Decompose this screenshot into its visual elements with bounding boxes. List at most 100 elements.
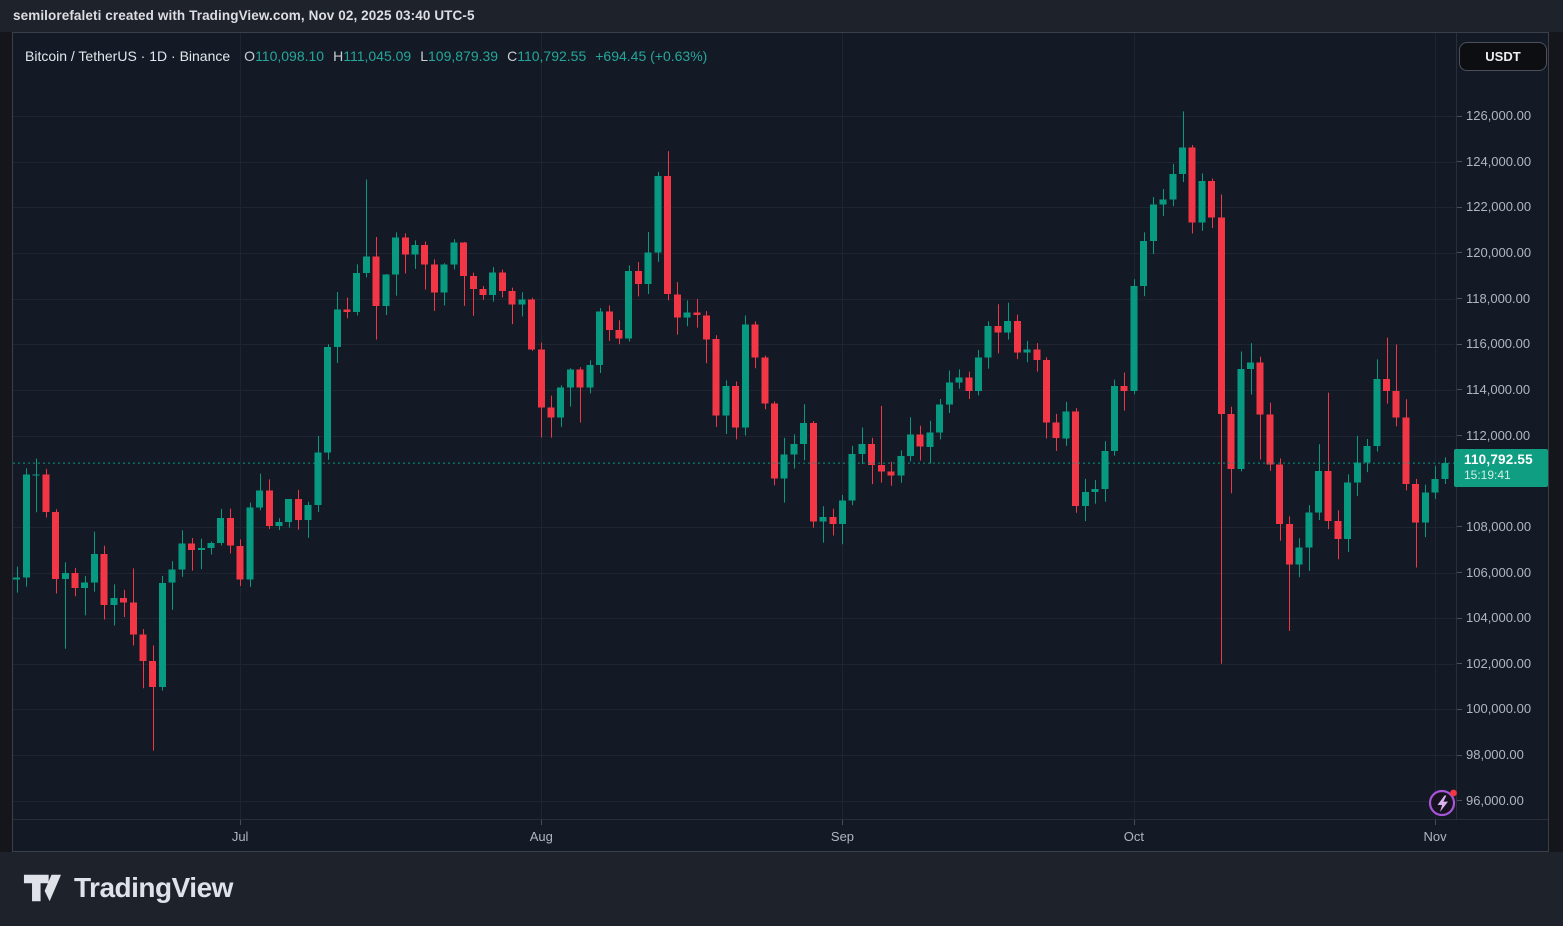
candle [557, 385, 565, 427]
price-axis-label: 126,000.00 [1466, 108, 1532, 123]
price-axis-label: 114,000.00 [1466, 381, 1531, 397]
price-axis-tick [1457, 298, 1462, 300]
currency-toggle-button[interactable]: USDT [1459, 42, 1547, 71]
candle [907, 417, 914, 462]
price-axis-tick [1457, 252, 1462, 254]
candle [1421, 484, 1429, 538]
price-axis-label: 106,000.00 [1466, 564, 1532, 580]
price-axis-tick [1457, 754, 1462, 756]
time-axis-tick [1133, 820, 1135, 825]
candle [537, 342, 545, 438]
lightning-button[interactable] [1427, 786, 1459, 818]
candle [1072, 408, 1080, 513]
candle [1023, 340, 1031, 363]
candle [751, 321, 759, 369]
candle [188, 538, 196, 571]
candle [508, 287, 516, 325]
candle [1412, 478, 1420, 568]
price-axis-tick [1457, 572, 1462, 573]
candle [1373, 359, 1381, 452]
candle [1237, 351, 1245, 472]
candle [829, 508, 837, 536]
candle [1081, 478, 1089, 522]
candle [401, 233, 409, 274]
candle [1266, 402, 1274, 471]
candle [304, 501, 312, 538]
candle [1062, 401, 1070, 446]
candle [217, 508, 225, 546]
candle [333, 291, 341, 363]
price-axis-label: 116,000.00 [1466, 336, 1531, 352]
candle [673, 282, 681, 335]
close-label: C [507, 48, 518, 64]
candle [683, 300, 691, 327]
tradingview-logo[interactable]: TradingView [22, 869, 233, 907]
candle [732, 381, 740, 440]
candle [605, 305, 613, 341]
low-value: 109,879.39 [428, 48, 499, 64]
candle [1295, 538, 1303, 578]
candle [314, 436, 322, 513]
candle [256, 473, 264, 511]
time-axis[interactable]: Jul Aug Sep Oct Nov [13, 819, 1548, 851]
candle [712, 335, 720, 427]
price-axis-tick [1457, 161, 1462, 163]
candle [1431, 465, 1439, 500]
price-axis-tick [1457, 435, 1462, 437]
candle [1402, 399, 1410, 491]
price-axis[interactable]: 126,000.00 124,000.00 122,000.00 120,000.00… [1456, 33, 1548, 819]
price-axis-label: 96,000.00 [1466, 792, 1524, 808]
candle [1441, 457, 1449, 484]
time-axis-tick [1435, 820, 1437, 825]
candle [460, 241, 468, 306]
candle [1169, 163, 1177, 207]
change-value: +694.45 (+0.63%) [595, 48, 708, 64]
candle [1324, 392, 1332, 530]
candle [236, 539, 244, 586]
candle [32, 458, 40, 513]
candle [1217, 194, 1225, 664]
candle [61, 562, 69, 649]
candle [1159, 189, 1167, 216]
bar-countdown: 15:19:41 [1464, 468, 1511, 483]
candle [858, 427, 866, 465]
candle [285, 499, 293, 528]
lightning-icon [1428, 789, 1457, 817]
price-axis-tick [1457, 617, 1462, 619]
candle [469, 272, 477, 316]
candle [703, 311, 710, 364]
candle [1188, 144, 1196, 234]
candle [1276, 458, 1284, 541]
candle [90, 531, 98, 592]
chart-pane: Bitcoin / TetherUS · 1D · Binance O110,0… [12, 32, 1549, 852]
candle [1004, 302, 1012, 340]
candle [936, 399, 944, 440]
candle [547, 395, 555, 438]
candle [868, 437, 876, 485]
price-axis-tick [1457, 389, 1462, 391]
last-price-value: 110,792.55 [1464, 452, 1533, 468]
candle [13, 566, 21, 593]
candle [382, 274, 390, 316]
candle [149, 645, 157, 751]
candle [761, 355, 769, 410]
candle [518, 292, 526, 317]
candle [596, 308, 604, 374]
candle [615, 320, 623, 345]
price-axis-label: 112,000.00 [1466, 427, 1531, 443]
price-axis-tick [1457, 526, 1462, 528]
price-axis-label: 100,000.00 [1466, 701, 1532, 717]
last-price-label: 110,792.55 15:19:41 [1454, 449, 1548, 488]
candle [1140, 232, 1148, 297]
price-axis-label: 104,000.00 [1466, 610, 1532, 626]
candle [372, 236, 380, 340]
candle [226, 508, 234, 554]
symbol-title[interactable]: Bitcoin / TetherUS · 1D · Binance [25, 48, 231, 64]
plot-area[interactable] [13, 33, 1456, 819]
candle [1120, 372, 1128, 411]
price-axis-tick [1457, 708, 1462, 710]
candle [654, 171, 662, 262]
candle [479, 286, 487, 300]
candle [528, 297, 536, 351]
